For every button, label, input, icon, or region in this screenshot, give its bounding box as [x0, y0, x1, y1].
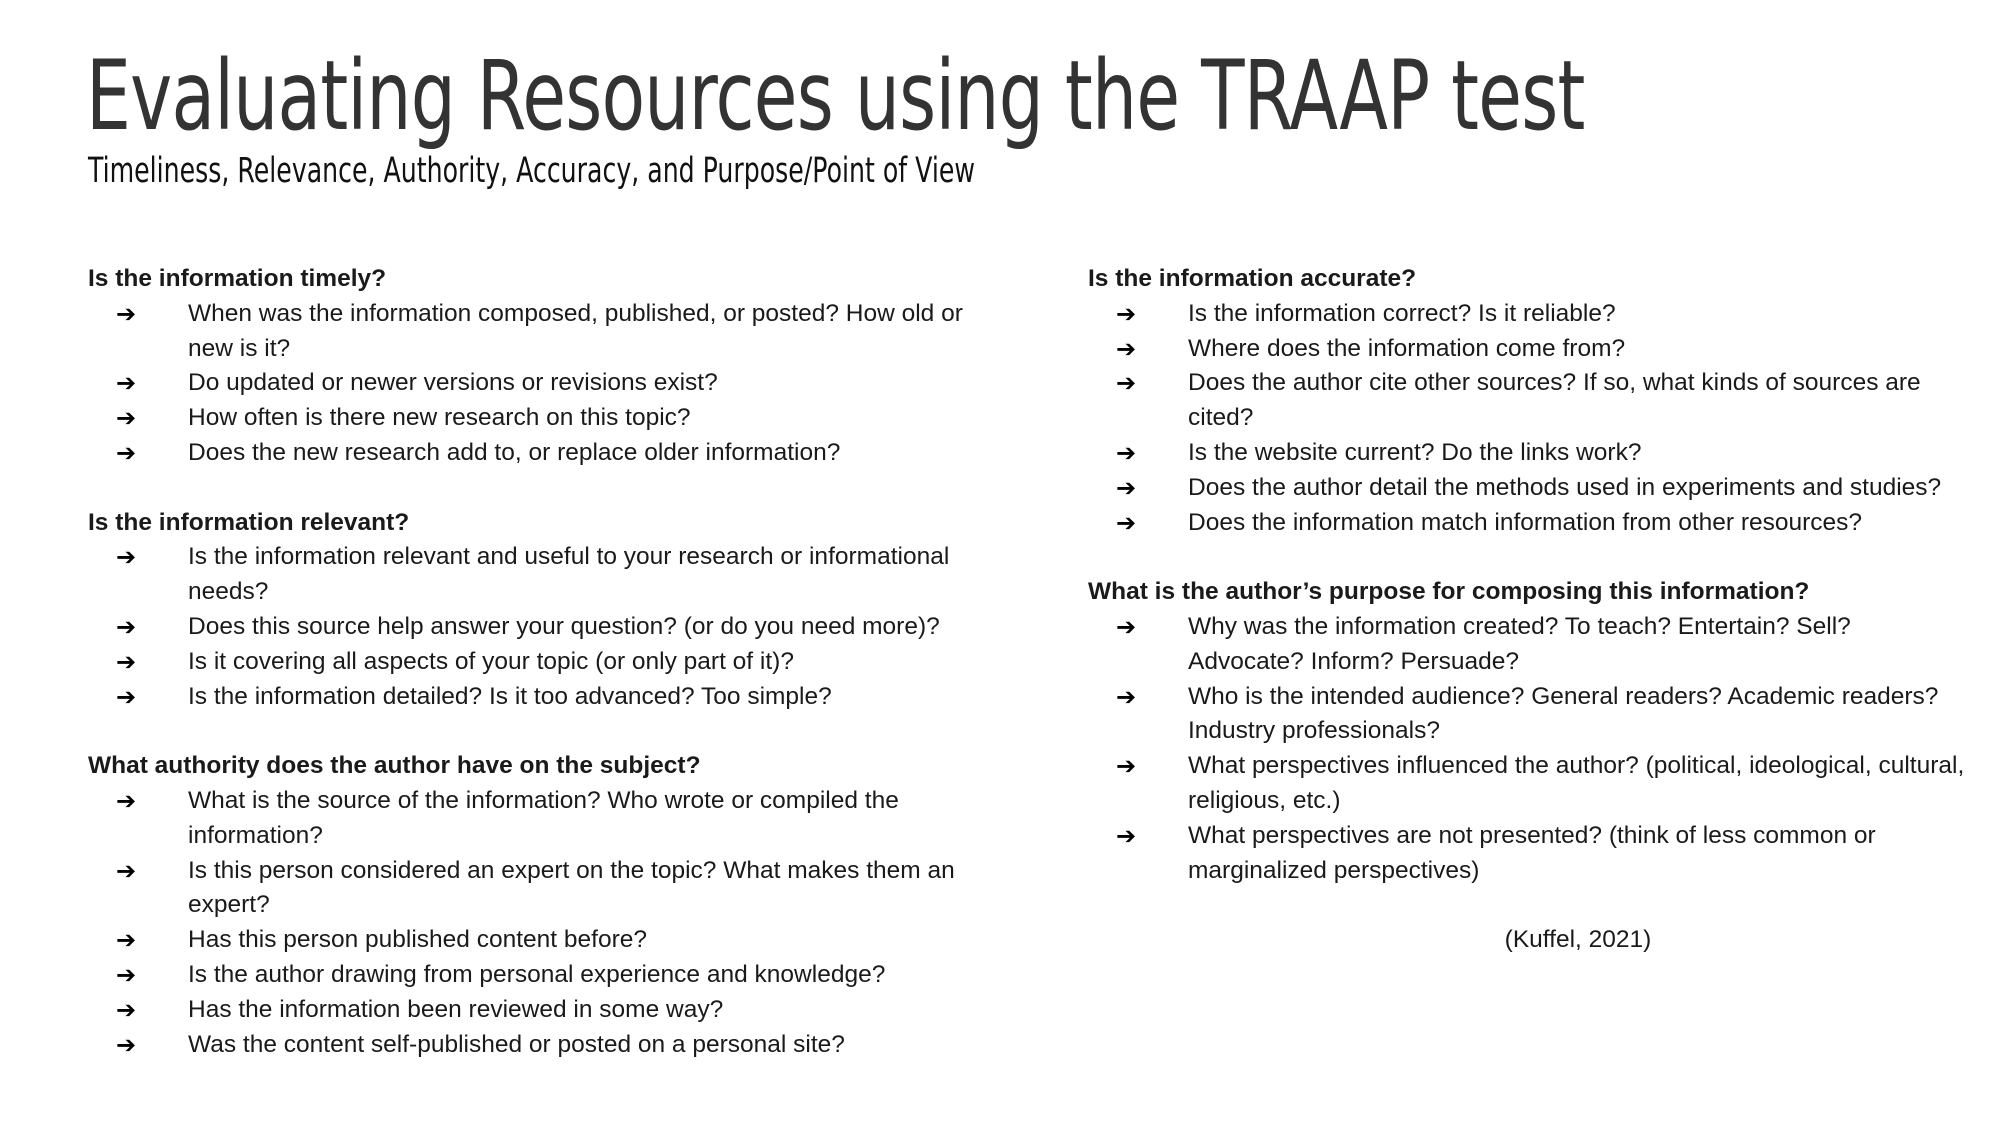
section-heading: Is the information timely? [88, 265, 387, 292]
arrow-right-icon: ➔ [116, 995, 137, 1024]
list-item: ➔ Has the information been reviewed in so… [88, 993, 968, 1028]
list-item: ➔ Where does the information come from? [1088, 332, 1968, 367]
question-list: ➔ Is the information correct? Is it relia… [1088, 297, 1968, 541]
section-heading: Is the information accurate? [1088, 265, 1417, 292]
list-item: ➔ Is the website current? Do the links wo… [1088, 436, 1968, 471]
list-item: ➔ Is the information detailed? Is it too … [88, 680, 968, 715]
arrow-right-icon: ➔ [1116, 334, 1137, 363]
question-text: Has the information been reviewed in som… [188, 995, 724, 1023]
arrow-right-icon: ➔ [116, 543, 137, 572]
list-item: ➔ Is the author drawing from personal exp… [88, 958, 968, 993]
list-item: ➔ Is it covering all aspects of your topi… [88, 645, 968, 680]
criteria-section: What authority does the author have on t… [88, 749, 968, 1062]
question-text: What is the source of the information? W… [188, 786, 899, 849]
arrow-right-icon: ➔ [1116, 612, 1137, 641]
arrow-right-icon: ➔ [116, 369, 137, 398]
arrow-right-icon: ➔ [116, 926, 137, 955]
list-item: ➔ What perspectives are not presented? (t… [1088, 819, 1968, 889]
arrow-right-icon: ➔ [1116, 821, 1137, 850]
list-item: ➔ Do updated or newer versions or revisio… [88, 366, 968, 401]
list-item: ➔ Is the information correct? Is it relia… [1088, 297, 1968, 332]
criteria-section: What is the author’s purpose for composi… [1088, 575, 1968, 888]
arrow-right-icon: ➔ [1116, 682, 1137, 711]
left-column: Is the information timely? ➔ When was the … [88, 262, 968, 1062]
question-list: ➔ What is the source of the information? … [88, 784, 968, 1062]
arrow-right-icon: ➔ [116, 299, 137, 328]
question-text: Was the content self-published or posted… [188, 1030, 845, 1058]
list-item: ➔ Does the new research add to, or replac… [88, 436, 968, 471]
question-text: Is the information detailed? Is it too a… [188, 682, 832, 710]
question-text: Is this person considered an expert on t… [188, 856, 955, 919]
arrow-right-icon: ➔ [116, 612, 137, 641]
question-text: Is the information relevant and useful t… [188, 543, 950, 606]
list-item: ➔ What perspectives influenced the author… [1088, 749, 1968, 819]
list-item: ➔ Was the content self-published or poste… [88, 1028, 968, 1063]
arrow-right-icon: ➔ [116, 438, 137, 467]
section-heading: Is the information relevant? [88, 508, 410, 536]
arrow-right-icon: ➔ [1116, 299, 1137, 328]
right-column: Is the information accurate? ➔ Is the info… [1088, 262, 1968, 958]
question-list: ➔ Why was the information created? To tea… [1088, 610, 1968, 888]
arrow-right-icon: ➔ [1116, 752, 1137, 781]
arrow-right-icon: ➔ [1116, 369, 1137, 398]
question-text: When was the information composed, publi… [188, 299, 963, 362]
question-text: What perspectives influenced the author?… [1188, 752, 1965, 814]
question-text: Is it covering all aspects of your topic… [188, 647, 794, 675]
arrow-right-icon: ➔ [1116, 508, 1137, 537]
question-list: ➔ When was the information composed, publ… [88, 297, 968, 471]
question-text: Is the author drawing from personal expe… [188, 960, 886, 988]
question-text: Why was the information created? To teac… [1188, 612, 1851, 675]
list-item: ➔ When was the information composed, publ… [88, 297, 968, 367]
criteria-section: Is the information relevant? ➔ Is the info… [88, 506, 968, 715]
question-text: Is the website current? Do the links wor… [1188, 438, 1642, 466]
question-text: How often is there new research on this … [188, 404, 691, 432]
question-text: Who is the intended audience? General re… [1188, 682, 1939, 745]
question-text: Does the new research add to, or replace… [188, 438, 841, 466]
list-item: ➔ Does this source help answer your quest… [88, 610, 968, 645]
list-item: ➔ Does the author cite other sources? If … [1088, 366, 1968, 436]
arrow-right-icon: ➔ [116, 960, 137, 989]
page-title: Evaluating Resources using the TRAAP tes… [86, 40, 1585, 152]
list-item: ➔ Does the information match information … [1088, 506, 1968, 541]
question-text: Is the information correct? Is it reliab… [1188, 299, 1616, 327]
arrow-right-icon: ➔ [116, 786, 137, 815]
section-heading: What is the author’s purpose for composi… [1088, 578, 1810, 606]
criteria-section: Is the information accurate? ➔ Is the info… [1088, 262, 1968, 540]
arrow-right-icon: ➔ [116, 404, 137, 433]
question-text: Does the author detail the methods used … [1188, 473, 1942, 501]
list-item: ➔ How often is there new research on this… [88, 401, 968, 436]
section-heading: What authority does the author have on t… [88, 752, 701, 780]
question-list: ➔ Is the information relevant and useful … [88, 540, 968, 714]
list-item: ➔ Why was the information created? To tea… [1088, 610, 1968, 680]
question-text: Does the author cite other sources? If s… [1188, 369, 1921, 432]
arrow-right-icon: ➔ [116, 647, 137, 676]
arrow-right-icon: ➔ [116, 1030, 137, 1059]
arrow-right-icon: ➔ [1116, 473, 1137, 502]
page-subtitle: Timeliness, Relevance, Authority, Accura… [88, 151, 975, 191]
list-item: ➔ Has this person published content befor… [88, 923, 968, 958]
list-item: ➔ What is the source of the information? … [88, 784, 968, 854]
list-item: ➔ Does the author detail the methods used… [1088, 471, 1968, 506]
question-text: Has this person published content before… [188, 926, 647, 954]
list-item: ➔ Is this person considered an expert on … [88, 854, 968, 924]
question-text: Where does the information come from? [1188, 334, 1626, 362]
arrow-right-icon: ➔ [1116, 438, 1137, 467]
criteria-section: Is the information timely? ➔ When was the … [88, 262, 968, 471]
list-item: ➔ Who is the intended audience? General r… [1088, 680, 1968, 750]
citation: (Kuffel, 2021) [1504, 926, 1652, 954]
arrow-right-icon: ➔ [116, 682, 137, 711]
question-text: Do updated or newer versions or revision… [188, 369, 718, 397]
question-text: Does this source help answer your questi… [188, 612, 940, 640]
question-text: Does the information match information f… [1188, 508, 1863, 536]
arrow-right-icon: ➔ [116, 856, 137, 885]
question-text: What perspectives are not presented? (th… [1188, 821, 1876, 884]
list-item: ➔ Is the information relevant and useful … [88, 540, 968, 610]
